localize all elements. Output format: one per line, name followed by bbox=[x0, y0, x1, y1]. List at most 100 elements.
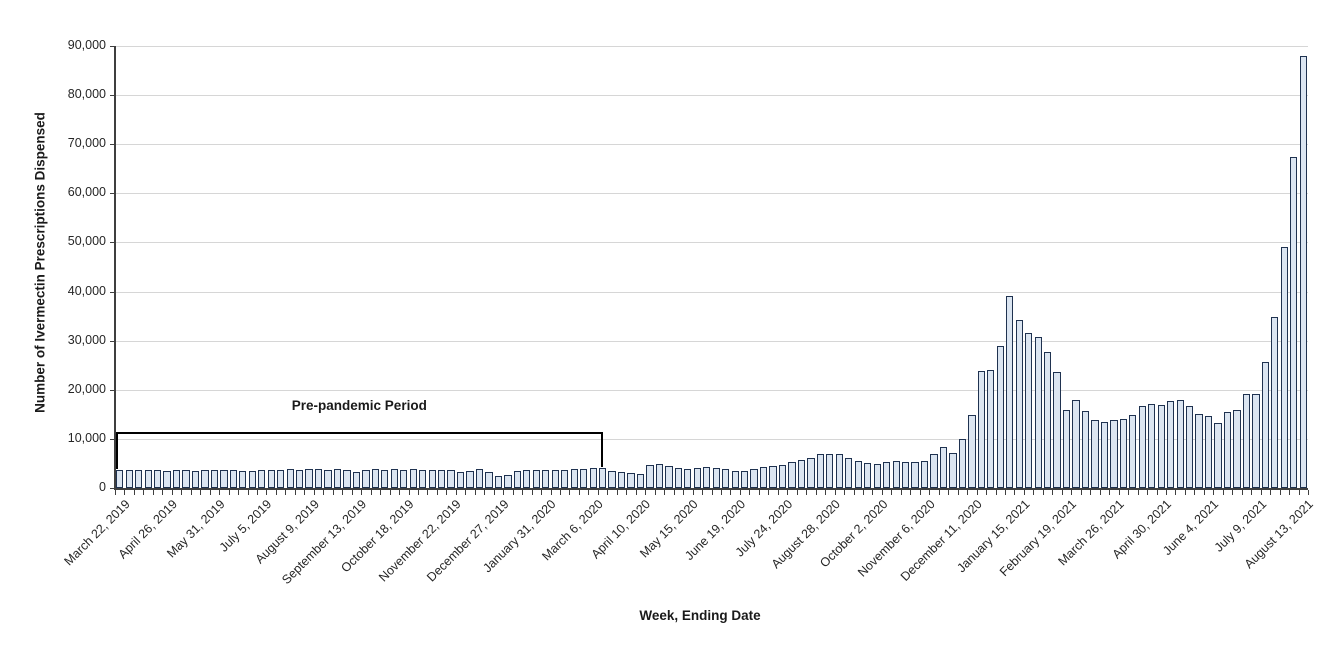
x-axis-tick bbox=[1165, 490, 1167, 495]
x-axis-tick bbox=[209, 490, 211, 495]
bar bbox=[854, 460, 862, 488]
x-axis-title: Week, Ending Date bbox=[639, 608, 761, 623]
x-axis-tick bbox=[1023, 490, 1025, 495]
bar bbox=[987, 370, 995, 488]
bar bbox=[873, 464, 881, 488]
x-axis-tick bbox=[1118, 490, 1120, 495]
bar bbox=[220, 469, 228, 488]
bar bbox=[1015, 320, 1023, 488]
x-axis-tick bbox=[730, 490, 732, 495]
y-axis-tick bbox=[110, 438, 115, 440]
bar bbox=[797, 459, 806, 488]
x-axis-tick bbox=[749, 490, 751, 495]
x-axis-tick bbox=[569, 490, 571, 495]
bar bbox=[239, 470, 247, 488]
annotation-bracket-line bbox=[116, 432, 603, 434]
bar bbox=[977, 371, 985, 488]
y-tick-label: 0 bbox=[99, 480, 106, 494]
bar bbox=[447, 470, 455, 488]
bar bbox=[116, 470, 124, 488]
x-axis-tick bbox=[616, 490, 618, 495]
bar bbox=[778, 464, 787, 488]
x-axis-tick bbox=[1184, 490, 1186, 495]
bar bbox=[968, 415, 976, 488]
annotation-bracket-end bbox=[600, 432, 603, 467]
x-axis-tick bbox=[531, 490, 533, 495]
y-axis-tick bbox=[110, 144, 115, 146]
x-tick-label: September 13, 2019 bbox=[279, 497, 370, 588]
x-axis-tick bbox=[967, 490, 969, 495]
x-axis-tick bbox=[900, 490, 902, 495]
x-axis-tick bbox=[1147, 490, 1149, 495]
bar bbox=[646, 465, 654, 488]
y-gridline bbox=[115, 144, 1308, 146]
x-axis-tick bbox=[1005, 490, 1007, 495]
bar bbox=[608, 470, 616, 488]
bar bbox=[1280, 247, 1288, 488]
y-tick-label: 50,000 bbox=[67, 234, 106, 249]
y-axis-tick bbox=[110, 193, 115, 195]
bar bbox=[1271, 316, 1279, 488]
bar bbox=[286, 469, 294, 488]
x-axis-tick bbox=[1128, 490, 1130, 495]
y-gridline bbox=[115, 340, 1308, 342]
bar bbox=[684, 468, 692, 488]
bar bbox=[883, 462, 891, 488]
bar bbox=[1043, 351, 1052, 488]
x-axis-tick bbox=[1222, 490, 1224, 495]
x-axis-tick bbox=[588, 490, 590, 495]
y-gridline bbox=[115, 291, 1308, 293]
x-axis-tick bbox=[228, 490, 230, 495]
x-axis-tick bbox=[512, 490, 514, 495]
bar bbox=[807, 457, 815, 488]
x-axis-tick bbox=[645, 490, 647, 495]
x-axis-tick bbox=[853, 490, 855, 495]
bar bbox=[267, 469, 275, 488]
x-axis-tick bbox=[455, 490, 457, 495]
x-axis-tick bbox=[389, 490, 391, 495]
x-axis-tick bbox=[626, 490, 628, 495]
bar bbox=[769, 466, 777, 488]
x-axis-tick bbox=[1109, 490, 1111, 495]
y-axis-tick bbox=[110, 95, 115, 97]
bar bbox=[996, 346, 1004, 488]
x-axis-tick bbox=[399, 490, 401, 495]
bar bbox=[409, 469, 417, 488]
x-axis-tick bbox=[1033, 490, 1035, 495]
x-axis-tick bbox=[948, 490, 950, 495]
bar bbox=[144, 469, 152, 488]
bar bbox=[627, 473, 635, 488]
bar bbox=[125, 470, 133, 488]
bar bbox=[1072, 399, 1080, 488]
x-axis-tick bbox=[607, 490, 609, 495]
bar bbox=[172, 470, 181, 488]
x-axis-tick bbox=[1137, 490, 1139, 495]
x-axis-tick bbox=[171, 490, 173, 495]
x-axis-tick bbox=[777, 490, 779, 495]
bar bbox=[1252, 394, 1260, 488]
x-axis-tick bbox=[219, 490, 221, 495]
x-axis-tick bbox=[294, 490, 296, 495]
bar bbox=[475, 469, 484, 488]
bar bbox=[788, 462, 796, 488]
bar bbox=[390, 469, 398, 488]
x-axis-tick bbox=[115, 490, 116, 495]
x-axis-tick bbox=[190, 490, 192, 495]
bar bbox=[1091, 419, 1099, 488]
x-axis-tick bbox=[285, 490, 287, 495]
y-tick-label: 20,000 bbox=[67, 381, 106, 396]
bar bbox=[191, 470, 200, 488]
bar bbox=[456, 472, 465, 488]
bar bbox=[485, 472, 493, 488]
x-axis-tick bbox=[1308, 490, 1309, 495]
bar bbox=[655, 464, 664, 488]
x-axis-tick bbox=[484, 490, 486, 495]
x-axis-tick bbox=[635, 490, 637, 495]
bar bbox=[1119, 418, 1127, 488]
x-axis-tick bbox=[1232, 490, 1234, 495]
bar bbox=[523, 470, 531, 488]
bar bbox=[561, 470, 569, 488]
bar bbox=[750, 468, 758, 488]
bar bbox=[371, 469, 379, 488]
x-axis-tick bbox=[474, 490, 476, 495]
